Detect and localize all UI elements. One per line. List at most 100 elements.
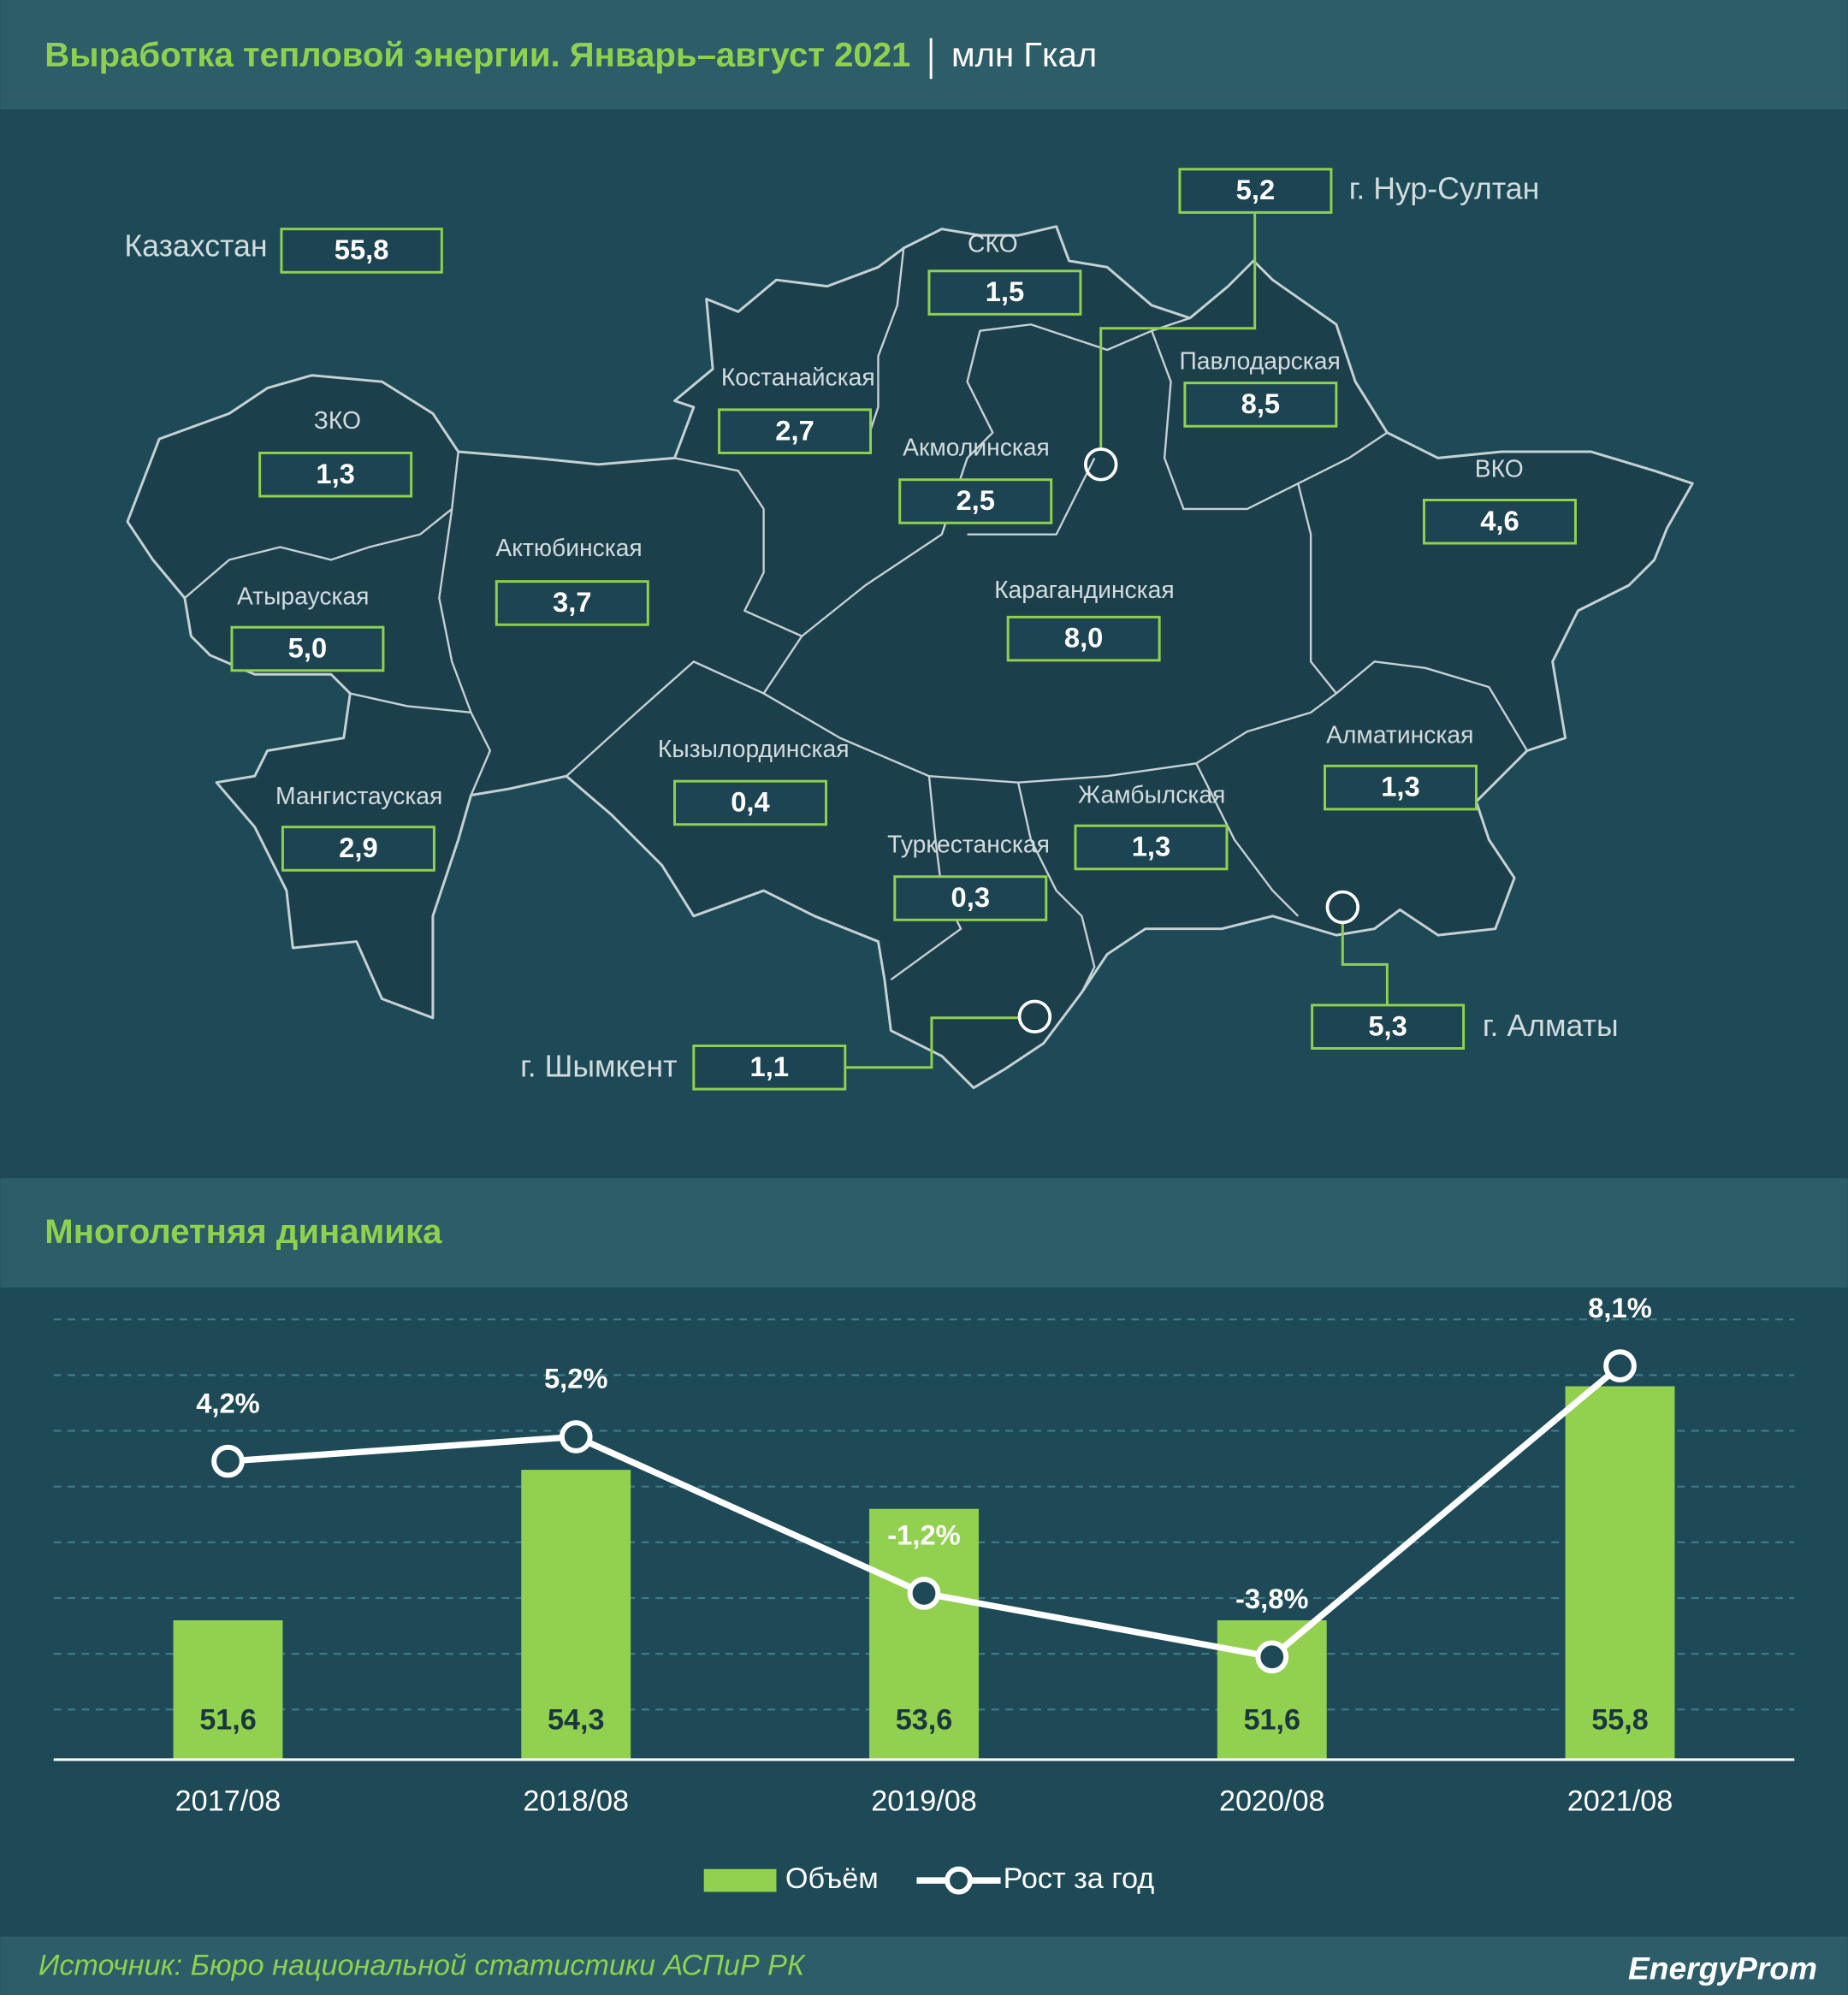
growth-value-label: -1,2% (887, 1519, 960, 1551)
map: 55,8 Казахстан 5,2 г. Нур-Султан 1,5 СКО 2,7 Ко… (124, 168, 1694, 1091)
region-name: СКО (968, 230, 1018, 258)
border (1336, 660, 1528, 752)
chart: 2017/08 2018/08 2019/08 2020/08 2021/08 51,6 5… (53, 1292, 1795, 1895)
city-marker (1325, 890, 1360, 925)
bar (1565, 1386, 1675, 1760)
region-name: Туркестанская (887, 830, 1050, 857)
border (566, 457, 803, 778)
legend-swatch-point (945, 1866, 973, 1895)
growth-point (1603, 1349, 1637, 1382)
region-name: Павлодарская (1179, 346, 1340, 374)
value-box (1323, 764, 1478, 811)
region-value: 8,0 (1064, 622, 1103, 654)
x-tick-label: 2017/08 (175, 1785, 281, 1817)
region-name: Акмолинская (903, 433, 1050, 460)
city-marker (1084, 447, 1118, 482)
footer-band (0, 1936, 1848, 1995)
value-box (1311, 1003, 1466, 1050)
value-box (281, 826, 435, 872)
region-value: 5,3 (1368, 1009, 1407, 1041)
region-borders (184, 247, 1528, 993)
region-value: 1,5 (986, 275, 1024, 307)
growth-point (559, 1420, 593, 1453)
unit: млн Гкал (951, 36, 1097, 74)
region-value: 5,0 (288, 632, 327, 664)
bar-value-label: 51,6 (1243, 1703, 1300, 1736)
source: Источник: Бюро национальной статистики А… (38, 1949, 806, 1981)
region-name: г. Нур-Султан (1349, 172, 1540, 206)
region-value: 3,7 (553, 586, 591, 618)
value-box (893, 875, 1048, 921)
header-band (0, 0, 1848, 110)
legend-label: Объём (785, 1862, 879, 1895)
bar-value-label: 51,6 (199, 1703, 257, 1736)
value-box (673, 779, 827, 826)
bar-value-label: 53,6 (896, 1703, 953, 1736)
border (763, 431, 1389, 784)
region-value: 2,7 (775, 414, 814, 446)
value-box (927, 269, 1082, 316)
region-value: 0,4 (731, 786, 770, 818)
bar-value-label: 54,3 (548, 1703, 605, 1736)
value-box (1183, 382, 1338, 428)
region-value: 2,9 (339, 832, 377, 863)
region-name: г. Алматы (1483, 1009, 1619, 1043)
logo: EnergyProm (1628, 1951, 1817, 1986)
leader-lines (844, 212, 1389, 1069)
border (1151, 330, 1299, 511)
region-name: Атырауская (237, 582, 370, 609)
region-name: ЗКО (314, 406, 361, 434)
border (438, 508, 492, 796)
region-value: 1,3 (1132, 831, 1170, 862)
region-value: 4,6 (1480, 505, 1519, 536)
region-name: Казахстан (124, 228, 267, 263)
legend-label: Рост за год (1004, 1862, 1155, 1895)
leader-line (1341, 923, 1389, 1005)
region-value: 2,5 (956, 484, 994, 516)
bar (521, 1470, 631, 1760)
legend-swatch (703, 1868, 777, 1892)
value-box (258, 451, 413, 498)
growth-value-label: 4,2% (196, 1387, 260, 1418)
region-value: 1,3 (1381, 771, 1419, 802)
value-box (718, 408, 873, 454)
bar (869, 1508, 979, 1760)
growth-value-label: 5,2% (544, 1363, 608, 1394)
city-markers (1017, 447, 1360, 1034)
title: Выработка тепловой энергии. Январь–авгус… (44, 36, 910, 74)
region-value: 1,3 (316, 458, 354, 489)
region-value: 5,2 (1236, 174, 1275, 205)
growth-point (211, 1444, 245, 1478)
x-tick-label: 2020/08 (1219, 1785, 1325, 1817)
value-box (280, 228, 443, 274)
border (184, 412, 459, 599)
region-value: 0,3 (951, 881, 990, 913)
region-value: 55,8 (335, 234, 389, 265)
leader-line (1099, 212, 1257, 448)
growth-point (907, 1577, 941, 1610)
value-box (495, 580, 649, 626)
x-tick-label: 2021/08 (1567, 1785, 1673, 1817)
border (864, 247, 905, 446)
region-name: Жамбылская (1078, 780, 1225, 808)
region-name: Костанайская (721, 364, 875, 391)
region-value: 8,5 (1241, 388, 1280, 419)
value-box (230, 625, 385, 672)
border (1016, 782, 1096, 993)
border (1195, 762, 1300, 917)
chart-title: Многолетняя динамика (44, 1212, 442, 1251)
region-name: Актюбинская (495, 534, 642, 561)
border (801, 317, 1191, 637)
section-band (0, 1178, 1848, 1288)
region-name: Карагандинская (994, 576, 1175, 603)
region-value: 1,1 (750, 1051, 789, 1082)
region-name: Мангистауская (275, 782, 442, 809)
growth-value-label: -3,8% (1235, 1583, 1308, 1614)
value-box (1178, 168, 1333, 214)
value-box (692, 1045, 847, 1091)
border (349, 692, 471, 714)
value-box (1423, 499, 1577, 545)
region-name: ВКО (1475, 455, 1524, 482)
country-outline (126, 225, 1694, 1090)
